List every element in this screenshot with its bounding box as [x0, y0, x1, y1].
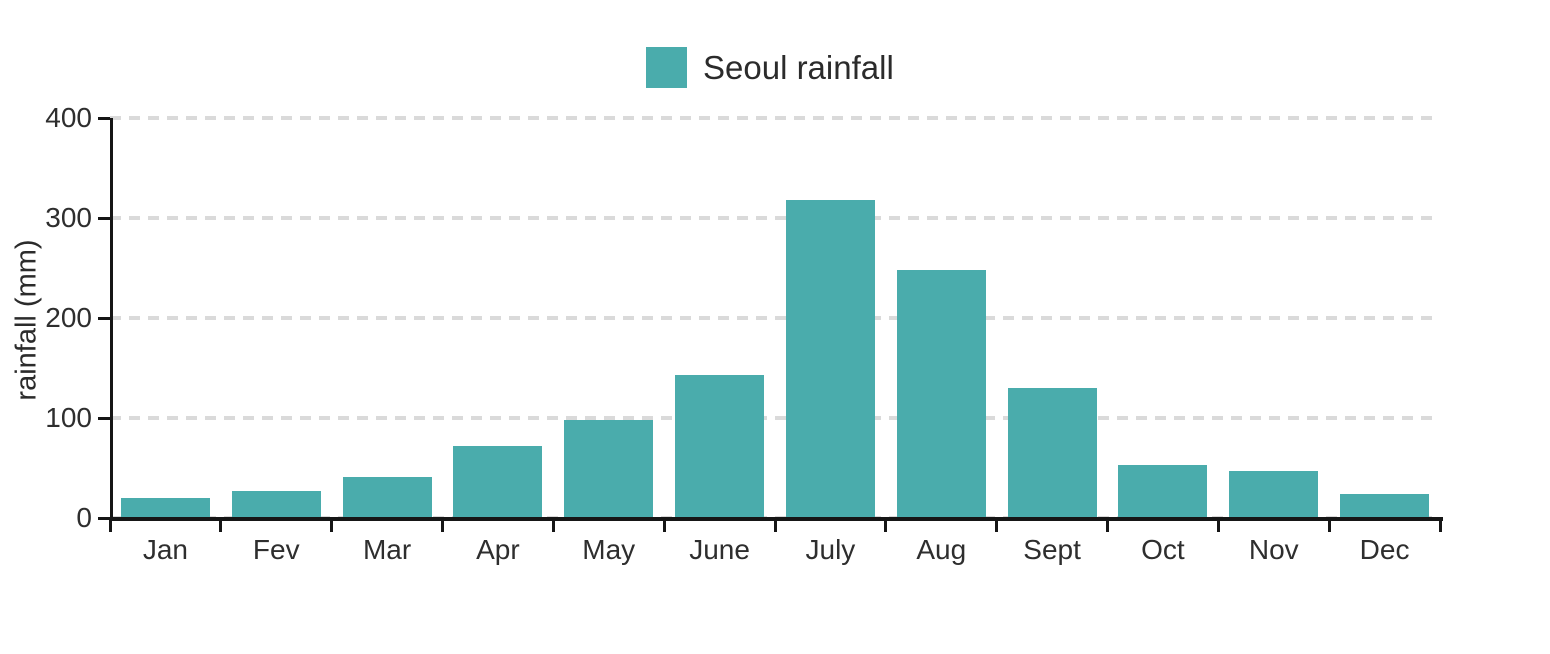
x-tick-mark-4	[551, 518, 555, 532]
x-tick-label-jan: Jan	[142, 534, 188, 565]
x-tick-mark-5	[662, 518, 666, 532]
legend-swatch	[646, 47, 687, 88]
y-tick-label-400: 400	[45, 102, 92, 133]
bar-may	[564, 420, 654, 518]
x-tick-mark-3	[441, 518, 444, 532]
x-tick-label-oct: Oct	[1141, 534, 1185, 565]
y-tick-label-100: 100	[45, 402, 92, 433]
x-tick-mark-11	[1327, 518, 1331, 532]
bar-oct	[1118, 465, 1208, 518]
bar-aug	[896, 270, 986, 518]
x-tick-mark-7	[884, 518, 888, 532]
x-tick-mark-2	[330, 518, 334, 532]
bar-nov	[1229, 471, 1319, 518]
y-tick-mark-200	[98, 316, 110, 320]
bar-june	[675, 375, 765, 518]
y-tick-mark-400	[98, 116, 110, 120]
x-tick-label-may: May	[582, 534, 636, 565]
y-tick-label-200: 200	[45, 302, 92, 333]
bar-mar	[342, 477, 432, 518]
bar-apr	[453, 446, 543, 518]
x-tick-label-sept: Sept	[1023, 534, 1081, 565]
y-tick-label-0: 0	[76, 502, 92, 533]
y-tick-mark-100	[98, 416, 110, 420]
gridline-y-400	[110, 116, 1440, 120]
bar-sept	[1007, 388, 1097, 518]
x-tick-label-july: July	[805, 534, 856, 565]
bar-july	[785, 200, 875, 518]
x-tick-label-june: June	[689, 534, 750, 565]
x-tick-mark-10	[1216, 518, 1220, 532]
x-tick-mark-12	[1438, 518, 1442, 532]
x-tick-mark-1	[219, 518, 223, 532]
x-axis-line	[110, 517, 1443, 521]
x-tick-label-apr: Apr	[476, 534, 520, 565]
chart-legend: Seoul rainfall	[646, 47, 894, 88]
x-tick-mark-0	[108, 518, 112, 532]
x-tick-mark-8	[995, 518, 999, 532]
gridline-y-300	[110, 216, 1440, 220]
x-tick-label-dec: Dec	[1359, 534, 1410, 565]
y-tick-label-300: 300	[45, 202, 92, 233]
x-tick-label-aug: Aug	[916, 534, 967, 565]
bar-dec	[1340, 494, 1430, 518]
legend-label: Seoul rainfall	[703, 48, 894, 86]
x-tick-mark-9	[1106, 518, 1109, 532]
x-tick-label-fev: Fev	[252, 534, 300, 565]
bar-fev	[231, 491, 321, 518]
bar-jan	[120, 498, 210, 518]
x-tick-label-nov: Nov	[1248, 534, 1299, 565]
y-tick-mark-300	[98, 216, 110, 220]
y-tick-mark-0	[98, 516, 110, 520]
y-axis-line	[110, 118, 113, 521]
x-tick-mark-6	[773, 518, 777, 532]
x-tick-label-mar: Mar	[362, 534, 412, 565]
gridline-y-200	[110, 316, 1440, 320]
gridline-y-100	[110, 416, 1440, 420]
